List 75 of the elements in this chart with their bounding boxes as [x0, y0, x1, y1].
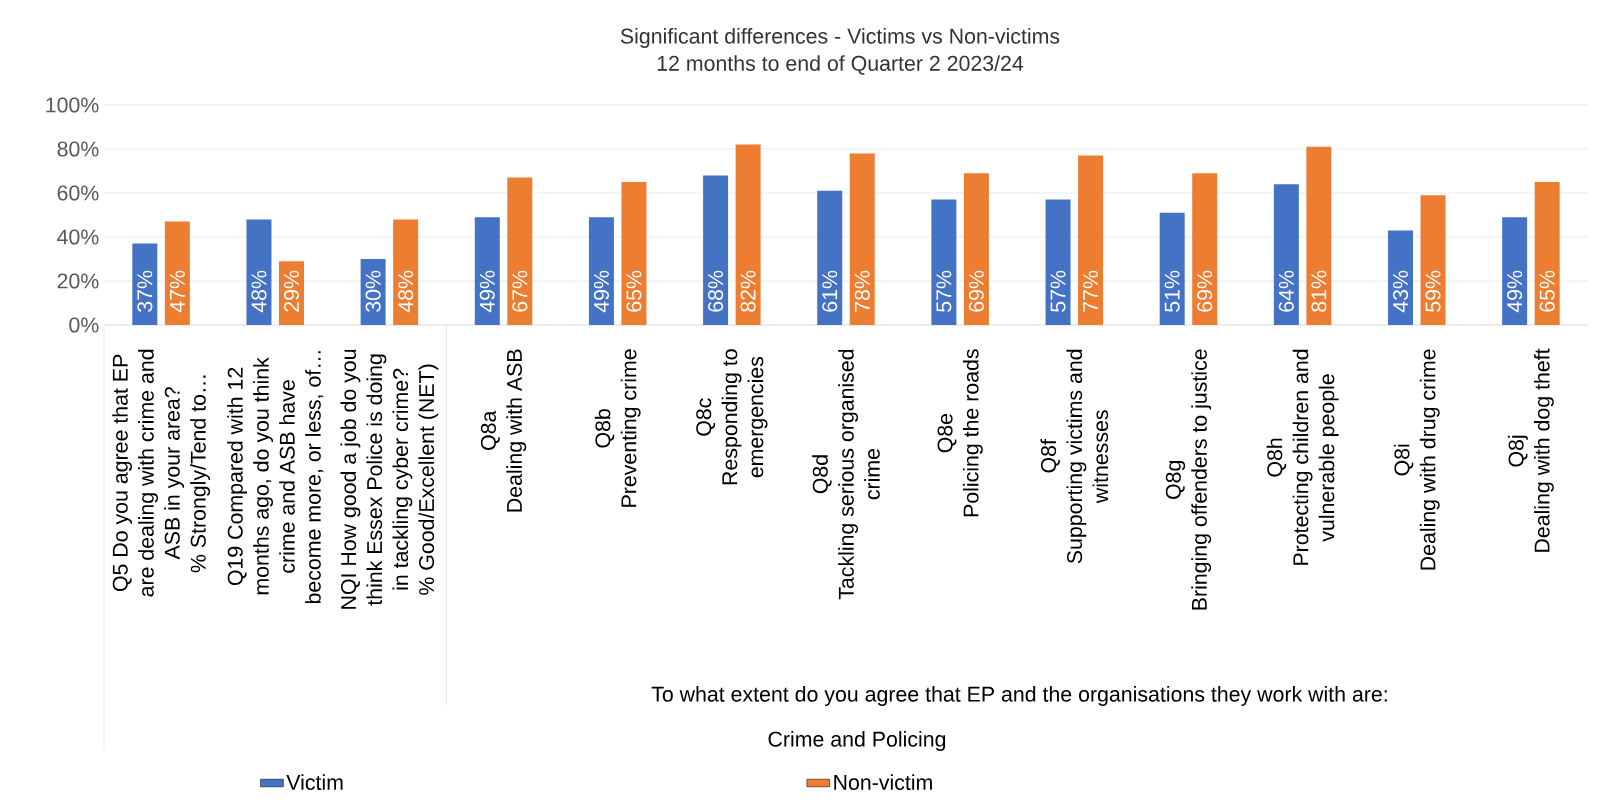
y-tick-label: 80% [57, 141, 99, 157]
data-label: 59% [1425, 270, 1441, 312]
data-label: 49% [479, 270, 495, 313]
bar [1192, 173, 1218, 325]
x-tick-label: Q8a Dealing with ASB [480, 349, 527, 512]
bar [164, 221, 190, 325]
data-label: 29% [283, 270, 300, 312]
x-tick-label: Q8i Dealing with drug crime [1393, 349, 1440, 570]
bar [963, 173, 989, 325]
chart-subtitle: 12 months to end of Quarter 2 2023/24 [657, 55, 1024, 75]
bar [474, 217, 500, 325]
data-label: 67% [512, 270, 528, 312]
bar [1078, 155, 1104, 325]
data-label: 82% [740, 270, 756, 312]
data-label: 48% [398, 270, 414, 313]
bar [817, 190, 843, 325]
data-label: 51% [1164, 270, 1180, 312]
bar [246, 219, 272, 325]
data-label: 65% [1539, 270, 1555, 312]
x-tick-label: Q8h Protecting children and vulnerable people [1266, 349, 1339, 565]
chart-title: Significant differences - Victims vs Non-victims [620, 28, 1060, 48]
bar [1534, 182, 1560, 325]
bar [1420, 195, 1446, 325]
bar [132, 243, 158, 325]
bar [703, 175, 729, 325]
bar [1388, 230, 1413, 325]
bar [735, 144, 761, 325]
data-label: 61% [822, 270, 838, 312]
data-label: 77% [1083, 270, 1099, 312]
x-tick-label: Q19 Compared with 12 months ago, do you think crime and ASB have become more, or less, of… [227, 351, 324, 604]
bar [507, 177, 533, 325]
y-tick-label: 0% [69, 317, 99, 333]
data-label: 47% [169, 270, 185, 313]
bar [931, 199, 957, 325]
bar [1273, 184, 1299, 325]
data-label: 57% [936, 270, 952, 312]
bar [1159, 212, 1185, 325]
bar [1502, 217, 1528, 325]
text: To what extent do you agree that EP and the organisations they work with are: [651, 686, 1387, 706]
x-tick-label: Q8e Policing the roads [937, 349, 983, 517]
y-tick-label: 100% [46, 97, 99, 113]
x-tick-label: Q8b Preventing crime [594, 349, 641, 507]
data-label: 69% [968, 270, 984, 312]
data-label: 48% [251, 270, 267, 313]
bar [621, 182, 647, 325]
x-tick-label: Q8j Dealing with dog theft [1507, 348, 1554, 552]
y-tick-label: 60% [57, 185, 99, 201]
x-tick-label: Q8c Responding to emergencies [696, 349, 768, 485]
data-label: 81% [1311, 270, 1327, 312]
legend-label: Non-victim [834, 774, 932, 790]
data-label: 49% [1507, 270, 1523, 313]
x-tick-label: NQI How good a job do you think Essex Police is doing in tackling cyber crime? % Good/Excellent (NET) [340, 349, 439, 609]
data-label: 30% [365, 270, 381, 312]
text: Crime and Policing [768, 731, 946, 751]
bar [393, 219, 419, 325]
x-tick-label: Q8d Tackling serious organised crime [812, 349, 880, 600]
bar [849, 153, 875, 325]
y-tick-label: 20% [57, 273, 99, 289]
x-tick-label: Q8f Supporting victims and witnesses [1040, 349, 1109, 564]
data-label: 69% [1197, 270, 1213, 312]
data-label: 78% [854, 270, 870, 312]
data-label: 49% [593, 270, 609, 313]
x-tick-label: Q8g Bringing offenders to justice [1165, 349, 1212, 610]
data-label: 65% [626, 270, 642, 312]
data-label: 64% [1278, 270, 1294, 312]
data-label: 57% [1050, 270, 1066, 312]
bar [1306, 146, 1332, 325]
legend-label: Victim [286, 774, 343, 790]
bar [1045, 199, 1071, 325]
data-label: 43% [1392, 270, 1409, 313]
data-label: 37% [137, 270, 153, 312]
y-tick-label: 40% [57, 229, 99, 245]
bar [588, 217, 614, 325]
x-tick-label: Q5 Do you agree that EP are dealing with crime and ASB in your area? % Strongly/Tend to… [112, 349, 211, 597]
data-label: 68% [708, 270, 724, 312]
